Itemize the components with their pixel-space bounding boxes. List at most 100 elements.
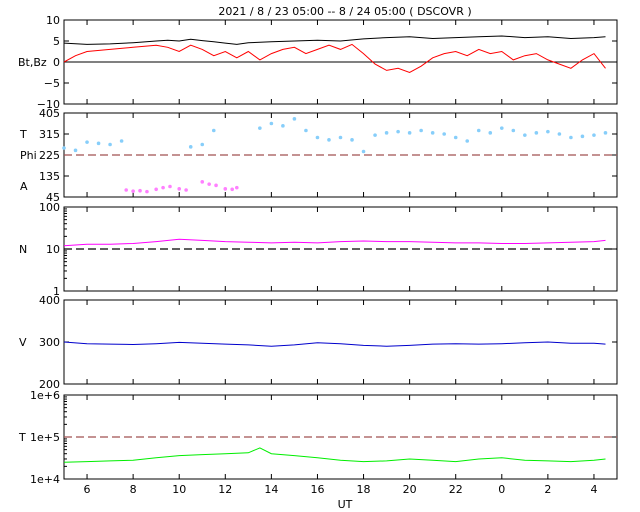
x-tick-label: 2 [544, 483, 551, 496]
data-point-temp_theta [442, 132, 446, 136]
data-point-temp_theta [281, 124, 285, 128]
data-point-temp_theta [269, 121, 274, 126]
data-point-temp_theta [304, 128, 308, 133]
data-point-temp_theta [407, 131, 412, 135]
data-point-phi [138, 188, 142, 193]
data-point-temp_theta [534, 131, 539, 135]
data-point-temp_theta [603, 131, 608, 135]
data-point-temp_theta [557, 132, 562, 136]
y-tick-label: 300 [39, 336, 60, 349]
data-point-temp_theta [73, 148, 78, 153]
x-tick-label: 8 [130, 483, 137, 496]
series-line-bz [63, 43, 606, 74]
x-tick-label: 18 [357, 483, 371, 496]
data-point-temp_theta [465, 139, 470, 143]
y-axis-label: A [20, 180, 28, 193]
y-axis-label: Phi [20, 149, 37, 162]
x-tick-label: 20 [403, 483, 417, 496]
data-point-temp_theta [85, 140, 89, 144]
data-point-temp_theta [258, 126, 262, 130]
data-point-temp_theta [188, 145, 193, 149]
y-axis-label: T [19, 128, 27, 141]
y-tick-label: 10 [46, 243, 60, 256]
chart-title: 2021 / 8 / 23 05:00 -- 8 / 24 05:00 ( DS… [218, 5, 471, 18]
data-point-phi [161, 185, 165, 190]
x-axis: 6 8 10 12 14 16 18 20 22 0 2 4 [84, 483, 598, 496]
data-point-temp_theta [488, 131, 493, 135]
data-point-phi [177, 187, 182, 191]
data-point-phi [223, 187, 228, 191]
panel-velocity: 400 300 200 V [19, 294, 618, 391]
data-point-temp_theta [315, 135, 320, 140]
y-tick-label: −10 [37, 98, 60, 111]
panel-magnetic-field: 10 5 0 −5 −10 Bt,Bz [18, 14, 618, 111]
data-point-temp_theta [96, 141, 101, 146]
x-axis-label: UT [338, 498, 353, 511]
y-axis-label: V [19, 336, 27, 349]
y-axis-label: T [18, 431, 26, 444]
x-tick-label: 14 [264, 483, 278, 496]
data-point-temp_theta [580, 134, 585, 139]
y-tick-label: 1e+5 [30, 431, 60, 444]
data-point-temp_theta [108, 142, 112, 147]
data-point-temp_theta [327, 138, 331, 142]
y-tick-label: 1e+6 [30, 389, 60, 402]
y-tick-label: 100 [39, 201, 60, 214]
data-point-phi [200, 180, 205, 184]
data-point-temp_theta [499, 126, 504, 130]
data-point-phi [154, 187, 158, 192]
data-point-temp_theta [211, 128, 216, 133]
series-line-temperature [63, 447, 606, 463]
data-point-temp_theta [396, 129, 400, 134]
y-tick-label: 405 [39, 107, 60, 120]
data-point-temp_theta [361, 149, 366, 154]
y-tick-label: 45 [46, 191, 60, 204]
y-tick-label: 200 [39, 378, 60, 391]
data-point-phi [184, 188, 188, 192]
y-tick-label: 1e+4 [30, 473, 60, 486]
y-tick-label: 1 [53, 285, 60, 298]
data-point-temp_theta [62, 146, 66, 150]
y-tick-label: 5 [53, 35, 60, 48]
x-tick-label: 22 [449, 483, 463, 496]
data-point-temp_theta [569, 135, 573, 140]
panel-temperature: 1e+6 1e+5 1e+4 T [18, 389, 618, 486]
y-tick-label: −5 [44, 77, 60, 90]
data-point-phi [131, 189, 135, 193]
data-point-temp_theta [292, 117, 297, 121]
x-tick-label: 6 [84, 483, 91, 496]
data-point-temp_theta [384, 131, 389, 135]
data-point-temp_theta [523, 133, 527, 137]
y-tick-label: 135 [39, 170, 60, 183]
panel-angles: 405 315 225 135 45 T Phi A [19, 107, 618, 204]
x-tick-label: 0 [498, 483, 505, 496]
data-point-temp_theta [200, 142, 205, 147]
y-axis-label: N [19, 243, 27, 256]
data-point-temp_theta [350, 138, 354, 142]
panel-density: 100 10 1 N [19, 201, 618, 298]
y-tick-label: 315 [39, 128, 60, 141]
data-point-temp_theta [430, 131, 435, 135]
data-point-phi [214, 183, 218, 188]
y-tick-label: 0 [53, 56, 60, 69]
y-axis-label: Bt,Bz [18, 56, 47, 69]
series-line-velocity [63, 341, 606, 347]
data-point-temp_theta [453, 135, 458, 140]
x-tick-label: 16 [310, 483, 324, 496]
data-point-temp_theta [373, 133, 377, 137]
data-point-temp_theta [419, 128, 423, 133]
x-tick-label: 10 [172, 483, 186, 496]
y-tick-label: 400 [39, 294, 60, 307]
x-tick-label: 4 [590, 483, 597, 496]
series-line-bt [63, 35, 606, 45]
data-point-temp_theta [546, 129, 550, 134]
y-tick-label: 225 [39, 149, 60, 162]
data-point-phi [145, 189, 149, 194]
data-point-temp_theta [592, 133, 596, 137]
data-point-phi [168, 184, 172, 189]
data-point-phi [230, 187, 235, 192]
data-point-temp_theta [511, 128, 516, 133]
x-tick-label: 12 [218, 483, 232, 496]
y-tick-label: 10 [46, 14, 60, 27]
